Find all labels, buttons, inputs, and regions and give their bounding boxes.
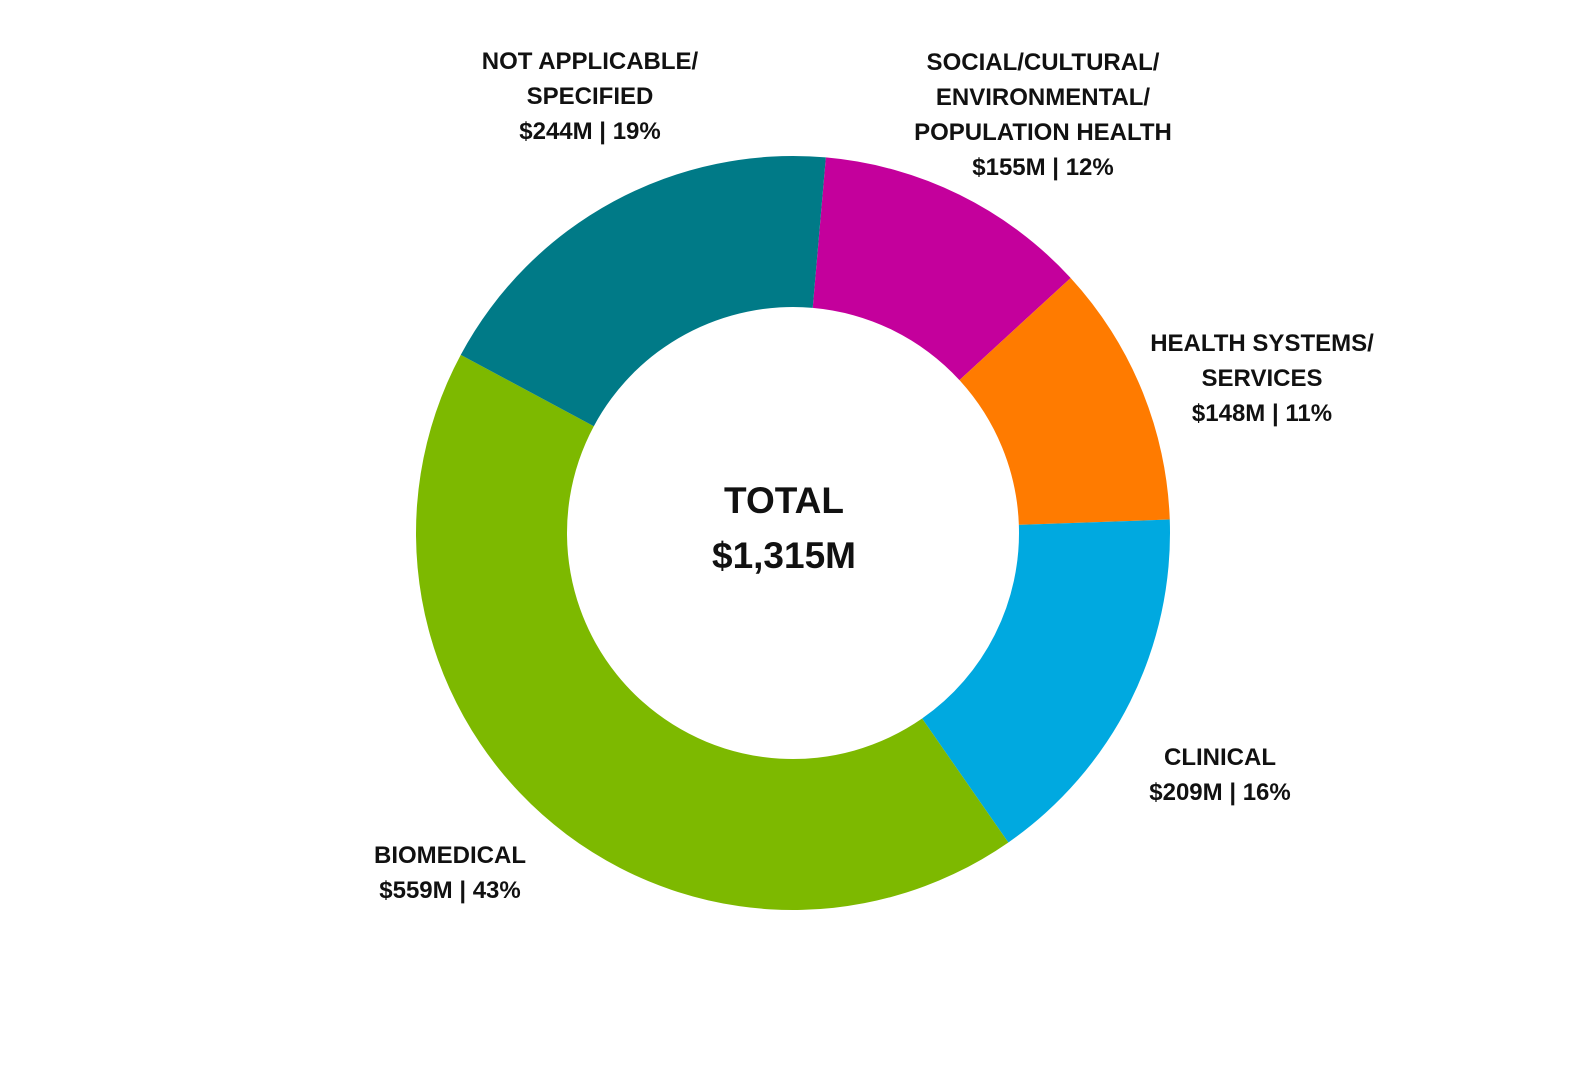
slice-label-line: POPULATION HEALTH xyxy=(914,119,1172,146)
center-value: $1,315M xyxy=(712,535,856,576)
slice-biomedical xyxy=(416,354,1009,910)
slice-label-line: SERVICES xyxy=(1201,365,1323,392)
slice-value-label: $155M | 12% xyxy=(972,154,1114,181)
slice-clinical xyxy=(922,519,1170,843)
slice-label-biomedical: BIOMEDICAL $559M | 43% xyxy=(374,838,526,908)
slice-label-line: CLINICAL xyxy=(1164,744,1276,771)
slice-label-line: HEALTH SYSTEMS/ xyxy=(1150,330,1374,357)
slice-label-line: NOT APPLICABLE/ xyxy=(481,48,699,75)
center-total: TOTAL $1,315M xyxy=(712,473,856,583)
slice-label-line: ENVIRONMENTAL/ xyxy=(935,84,1151,111)
slice-value-label: $244M | 19% xyxy=(519,118,661,145)
slice-label-line: BIOMEDICAL xyxy=(374,842,526,869)
slice-label-social-cultural: SOCIAL/CULTURAL/ ENVIRONMENTAL/ POPULATI… xyxy=(914,45,1172,185)
slice-value-label: $148M | 11% xyxy=(1191,400,1333,427)
slice-label-clinical: CLINICAL $209M | 16% xyxy=(1149,740,1290,810)
slice-not-applicable xyxy=(460,156,826,427)
center-title: TOTAL xyxy=(724,480,844,521)
slice-label-line: SOCIAL/CULTURAL/ xyxy=(926,49,1160,76)
slice-label-line: SPECIFIED xyxy=(526,83,654,110)
slice-value-label: $209M | 16% xyxy=(1149,779,1291,806)
slice-health-systems xyxy=(959,277,1170,525)
slice-label-not-applicable: NOT APPLICABLE/ SPECIFIED $244M | 19% xyxy=(482,44,698,149)
slice-social-cultural xyxy=(812,157,1071,381)
slice-value-label: $559M | 43% xyxy=(379,877,521,904)
slice-label-health-systems: HEALTH SYSTEMS/ SERVICES $148M | 11% xyxy=(1150,326,1374,431)
